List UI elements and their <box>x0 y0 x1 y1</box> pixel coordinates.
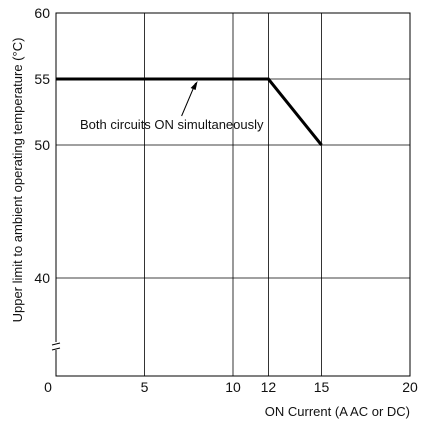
grid-lines <box>56 13 410 376</box>
x-tick-label: 5 <box>141 379 149 395</box>
axis-break-stroke <box>51 347 61 351</box>
y-tick-labels: 40 50 55 60 <box>34 5 50 286</box>
y-tick-label: 55 <box>34 71 50 87</box>
y-axis-break-mark <box>51 342 61 351</box>
annotation-arrowhead <box>190 81 198 90</box>
series-group <box>56 77 323 146</box>
y-tick-label: 40 <box>34 270 50 286</box>
annotation-group: Both circuits ON simultaneously <box>80 81 264 132</box>
series-line <box>56 77 323 146</box>
x-tick-labels: 0 5 10 12 15 20 <box>44 379 418 395</box>
annotation-label: Both circuits ON simultaneously <box>80 117 264 132</box>
y-axis-title: Upper limit to ambient operating tempera… <box>10 38 25 323</box>
x-tick-label: 20 <box>402 379 418 395</box>
x-tick-label: 12 <box>261 379 277 395</box>
y-tick-label: 60 <box>34 5 50 21</box>
y-tick-label: 50 <box>34 137 50 153</box>
x-tick-label: 10 <box>225 379 241 395</box>
x-tick-label: 0 <box>44 379 52 395</box>
x-tick-label: 15 <box>314 379 330 395</box>
x-axis-title: ON Current (A AC or DC) <box>265 404 410 419</box>
axis-break-stroke <box>51 342 61 346</box>
axis-break-gap <box>52 342 60 350</box>
